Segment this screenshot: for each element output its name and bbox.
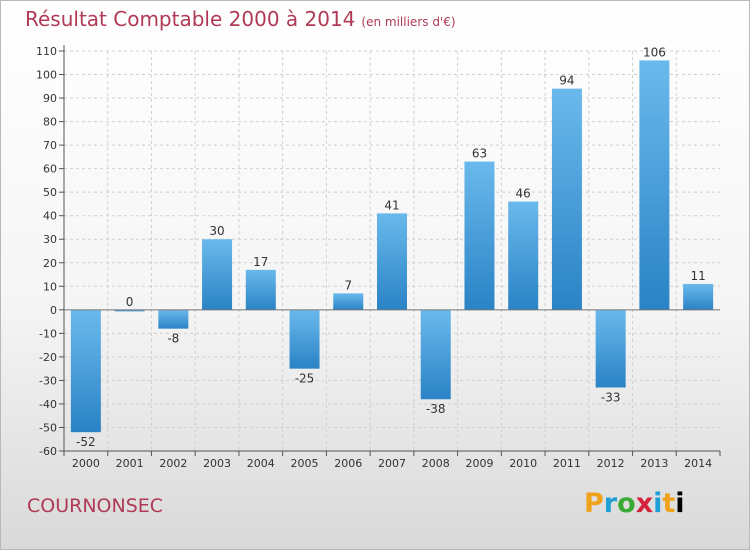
bar <box>202 239 233 310</box>
bar <box>333 293 364 310</box>
x-tick-label: 2003 <box>203 457 231 470</box>
data-label: 30 <box>209 224 224 238</box>
chart-title: Résultat Comptable 2000 à 2014 (en millie… <box>25 7 456 31</box>
y-tick-label: 50 <box>43 186 57 199</box>
y-tick-label: -10 <box>39 327 57 340</box>
y-tick-label: 70 <box>43 139 57 152</box>
data-label: 0 <box>126 295 134 309</box>
bar <box>595 309 626 388</box>
bar <box>289 309 320 369</box>
y-tick-label: 40 <box>43 210 57 223</box>
y-tick-label: -60 <box>39 445 57 458</box>
bar <box>639 60 670 310</box>
data-label: 46 <box>516 187 531 201</box>
x-tick-label: 2010 <box>509 457 537 470</box>
data-label: -38 <box>426 402 446 416</box>
bar <box>420 309 451 400</box>
data-label: 17 <box>253 255 268 269</box>
x-tick-label: 2007 <box>378 457 406 470</box>
bar <box>551 88 582 310</box>
x-tick-label: 2006 <box>334 457 362 470</box>
x-tick-label: 2002 <box>159 457 187 470</box>
data-label: -25 <box>295 372 315 386</box>
bar <box>158 309 189 329</box>
bar <box>508 201 539 310</box>
data-label: 63 <box>472 147 487 161</box>
chart-subtitle: (en milliers d'€) <box>361 15 456 29</box>
y-tick-label: -50 <box>39 421 57 434</box>
x-tick-label: 2014 <box>684 457 712 470</box>
data-label: -52 <box>76 435 96 449</box>
x-tick-label: 2013 <box>640 457 668 470</box>
x-tick-label: 2011 <box>553 457 581 470</box>
y-tick-label: -30 <box>39 374 57 387</box>
x-tick-label: 2004 <box>247 457 275 470</box>
bar <box>70 309 101 433</box>
y-tick-label: 80 <box>43 116 57 129</box>
data-label: 11 <box>690 269 705 283</box>
data-label: 94 <box>559 74 574 88</box>
y-tick-label: 90 <box>43 92 57 105</box>
y-tick-label: 0 <box>50 304 57 317</box>
town-name: COURNONSEC <box>27 495 164 517</box>
proxiti-logo: Proxiti <box>584 488 685 519</box>
x-tick-label: 2009 <box>465 457 493 470</box>
y-tick-label: 100 <box>36 69 57 82</box>
x-tick-label: 2008 <box>422 457 450 470</box>
y-tick-label: 20 <box>43 257 57 270</box>
bar <box>114 309 145 312</box>
bar <box>377 213 407 310</box>
x-tick-label: 2012 <box>597 457 625 470</box>
bar <box>245 269 276 310</box>
chart-title-text: Résultat Comptable 2000 à 2014 <box>25 7 356 31</box>
data-label: -8 <box>167 332 179 346</box>
x-tick-label: 2005 <box>291 457 319 470</box>
y-tick-label: 10 <box>43 280 57 293</box>
data-label: 7 <box>344 278 352 292</box>
y-tick-label: 30 <box>43 233 57 246</box>
data-label: -33 <box>601 390 621 404</box>
bar <box>464 161 495 310</box>
data-label: 106 <box>643 45 666 59</box>
y-tick-label: 110 <box>36 45 57 58</box>
x-tick-label: 2000 <box>72 457 100 470</box>
y-tick-label: -20 <box>39 351 57 364</box>
data-label: 41 <box>384 198 399 212</box>
y-tick-label: 60 <box>43 163 57 176</box>
x-tick-label: 2001 <box>116 457 144 470</box>
bar <box>683 283 714 310</box>
y-tick-label: -40 <box>39 398 57 411</box>
